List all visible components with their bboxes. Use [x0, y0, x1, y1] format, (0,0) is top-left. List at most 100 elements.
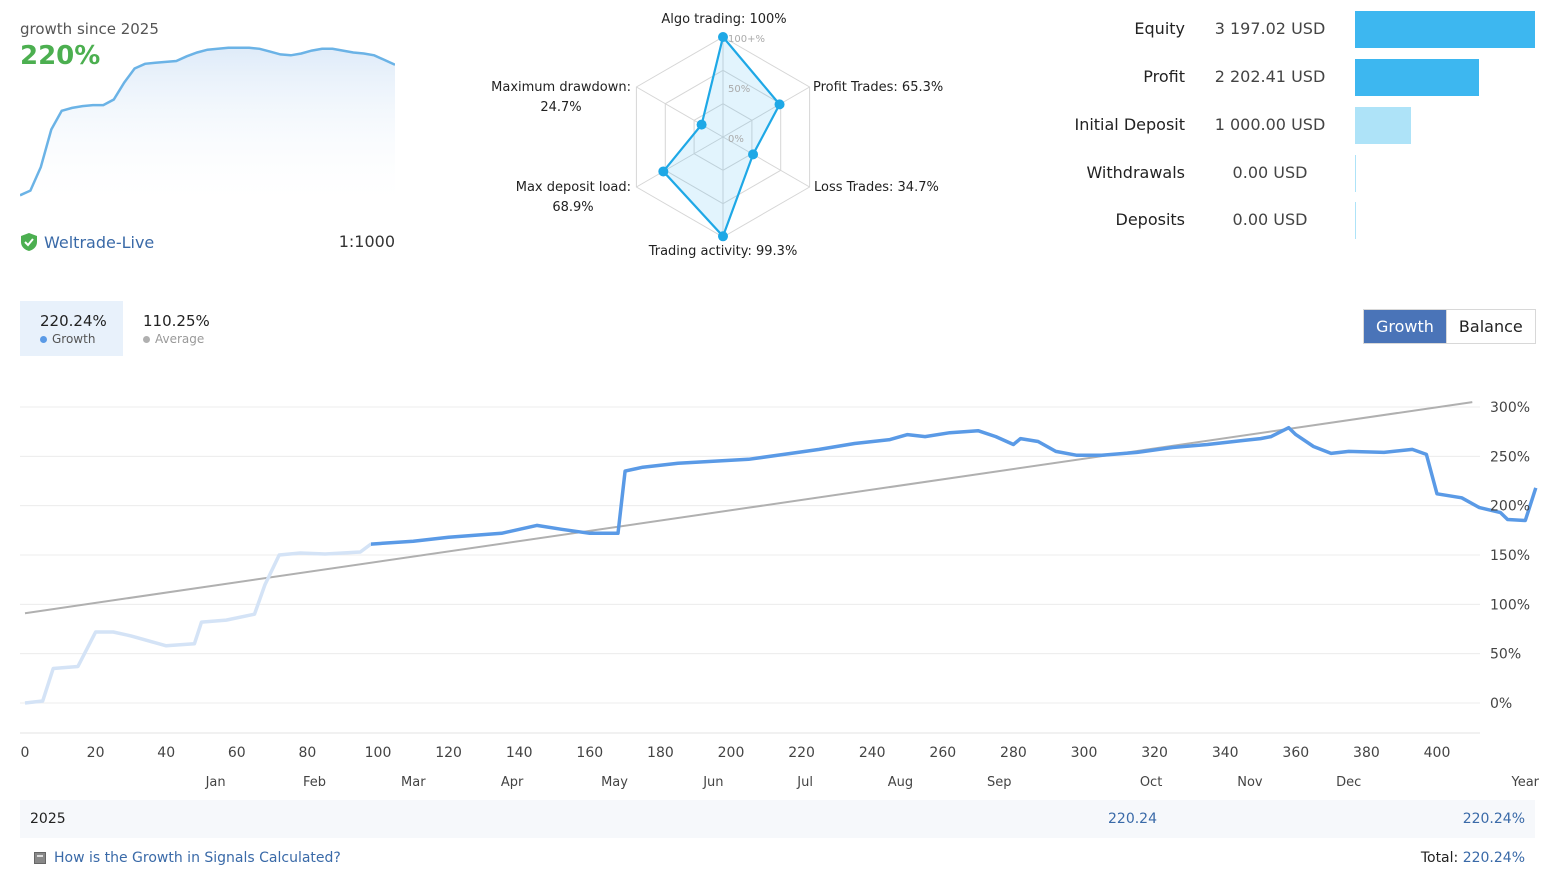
y-axis-ticks: 0% 50% 100% 150% 200% 250% 300% — [1490, 400, 1530, 712]
month-label: Oct — [1140, 775, 1162, 790]
x-tick-label: 380 — [1353, 745, 1380, 761]
radar-label-loss-trades: Loss Trades: 34.7% — [814, 180, 939, 195]
average-tab-value: 110.25% — [143, 312, 210, 330]
growth-line — [24, 542, 372, 705]
radar-label-algo: Algo trading: 100% — [661, 12, 786, 27]
help-book-icon — [34, 852, 46, 864]
withdrawals-row: Withdrawals 0.00 USD — [985, 154, 1545, 192]
equity-value: 3 197.02 USD — [1214, 19, 1326, 38]
broker-link[interactable]: Weltrade-Live — [20, 232, 154, 252]
average-line — [24, 401, 1473, 615]
growth-percent: 220% — [20, 41, 101, 71]
y-tick-label: 150% — [1490, 548, 1530, 564]
y-tick-label: 300% — [1490, 400, 1530, 416]
y-tick-label: 200% — [1490, 499, 1530, 515]
y-tick-label: 50% — [1490, 647, 1521, 663]
equity-bar — [1355, 11, 1535, 48]
x-tick-label: 80 — [298, 745, 316, 761]
x-axis-ticks: 0 20 40 60 80 100 120 140 160 180 200 220 240 260 280 3… — [21, 745, 1451, 761]
mini-chart-area — [20, 47, 395, 210]
mini-growth-chart — [20, 46, 395, 210]
x-tick-label: 280 — [1000, 745, 1027, 761]
deposits-value: 0.00 USD — [1232, 210, 1308, 229]
month-label: Mar — [401, 775, 426, 790]
initial-deposit-value: 1 000.00 USD — [1214, 115, 1326, 134]
initial-deposit-row: Initial Deposit 1 000.00 USD — [985, 106, 1545, 144]
radar-spoke — [636, 86, 724, 138]
radar-spoke — [722, 136, 810, 188]
radar-point — [774, 99, 785, 110]
radar-value-polygon — [661, 34, 781, 239]
initial-deposit-label: Initial Deposit — [1074, 115, 1185, 134]
x-tick-label: 200 — [718, 745, 745, 761]
profit-row: Profit 2 202.41 USD — [985, 58, 1545, 96]
deposits-label: Deposits — [1115, 210, 1186, 229]
average-summary-tab[interactable]: 110.25% Average — [123, 301, 228, 356]
equity-label: Equity — [1134, 19, 1185, 38]
total-label: Total: — [1420, 850, 1459, 866]
y-tick-label: 100% — [1490, 597, 1530, 613]
broker-name: Weltrade-Live — [44, 232, 155, 252]
x-tick-label: 40 — [157, 745, 175, 761]
growth-summary-tab[interactable]: 220.24% Growth — [20, 301, 123, 356]
profit-value: 2 202.41 USD — [1214, 67, 1326, 86]
growth-help-link[interactable]: How is the Growth in Signals Calculated? — [34, 850, 341, 866]
radar-point — [696, 119, 707, 130]
month-label: Nov — [1237, 775, 1263, 790]
chart-grid — [20, 406, 1480, 734]
x-tick-label: 180 — [647, 745, 674, 761]
growth-line — [370, 425, 1538, 546]
growth-help-link-text: How is the Growth in Signals Calculated? — [54, 850, 341, 866]
average-tab-legend: Average — [143, 332, 204, 346]
radar-ring-50: 50% — [728, 84, 750, 95]
y-tick-label: 250% — [1490, 449, 1530, 465]
x-tick-label: 400 — [1424, 745, 1451, 761]
x-tick-label: 260 — [929, 745, 956, 761]
month-label: Jan — [205, 775, 226, 790]
growth-tab-label: Growth — [52, 332, 96, 346]
month-label: May — [601, 775, 628, 790]
radar-label-drawdown: Maximum drawdown: — [491, 80, 631, 95]
initial-deposit-bar — [1355, 107, 1412, 144]
radar-chart: 100+% 50% 0% Algo trading: 100% Profit T… — [491, 12, 943, 259]
radar-points — [658, 32, 785, 242]
balance-button[interactable]: Balance — [1445, 310, 1535, 343]
year-growth-row: 2025 220.24 220.24% — [20, 800, 1535, 838]
x-tick-label: 120 — [435, 745, 462, 761]
year-total-value[interactable]: 220.24% — [1462, 811, 1525, 827]
equity-row: Equity 3 197.02 USD — [985, 10, 1545, 48]
withdrawals-bar — [1355, 155, 1356, 192]
x-tick-label: 140 — [506, 745, 533, 761]
growth-tab-legend: Growth — [40, 332, 95, 346]
mini-chart-line — [20, 46, 395, 197]
month-label: Feb — [303, 775, 326, 790]
radar-label-profit-trades: Profit Trades: 65.3% — [813, 80, 943, 95]
month-label: Aug — [888, 775, 913, 790]
radar-ring-0: 0% — [728, 134, 744, 145]
profit-bar — [1355, 59, 1480, 96]
month-label: Apr — [501, 775, 524, 790]
profit-label: Profit — [1143, 67, 1185, 86]
deposits-bar — [1355, 202, 1356, 239]
growth-dot-icon — [40, 335, 47, 343]
x-tick-label: 300 — [1071, 745, 1098, 761]
deposits-row: Deposits 0.00 USD — [985, 201, 1545, 239]
leverage-value: 1:1000 — [338, 232, 395, 251]
x-tick-label: 20 — [87, 745, 105, 761]
x-tick-label: 100 — [365, 745, 392, 761]
radar-point — [718, 231, 728, 242]
x-tick-label: 0 — [21, 745, 30, 761]
chart-series — [24, 401, 1538, 705]
total-growth: Total: 220.24% — [1421, 850, 1525, 866]
x-tick-label: 60 — [228, 745, 246, 761]
total-value: 220.24% — [1462, 850, 1525, 866]
month-label: Year — [1510, 775, 1539, 790]
chart-mode-toggle: Growth Balance — [1363, 309, 1536, 344]
oct-growth-value[interactable]: 220.24 — [1108, 811, 1157, 827]
month-label: Dec — [1336, 775, 1361, 790]
shield-check-icon — [21, 233, 37, 251]
month-label: Sep — [987, 775, 1012, 790]
radar-label-drawdown-value: 24.7% — [540, 100, 581, 115]
growth-button[interactable]: Growth — [1364, 310, 1446, 343]
withdrawals-label: Withdrawals — [1086, 163, 1185, 182]
